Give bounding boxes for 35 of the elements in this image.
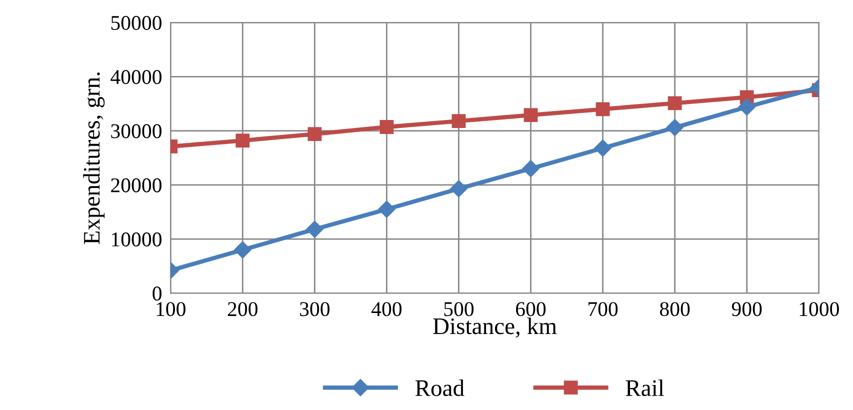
y-tick-label: 30000 [111,124,162,138]
y-tick-label: 50000 [111,16,162,30]
legend-label: Rail [626,379,664,396]
point [452,114,466,128]
x-tick-label: 1000 [800,302,839,316]
point [306,220,324,238]
legend-label: Road [415,379,464,396]
x-tick-label: 800 [660,302,690,316]
point [450,180,468,198]
point [522,160,540,178]
point [738,98,756,116]
y-tick-label: 10000 [112,232,162,246]
x-tick-label: 500 [444,302,474,316]
point [524,108,538,122]
y-tick-label: 20000 [111,178,162,192]
point [666,118,684,136]
x-tick-label: 400 [371,302,402,316]
point [378,200,396,218]
y-tick-label: 0 [152,286,162,301]
x-tick-label: 200 [228,302,258,316]
x-tick-label: 600 [516,302,546,316]
x-tick-label: 300 [300,302,330,316]
x-axis-title: Distance, km [433,318,557,338]
x-tick-label: 700 [588,302,618,316]
point [668,96,682,110]
x-tick-label: 100 [156,302,186,316]
y-tick-label: 40000 [110,70,162,84]
point [596,102,610,116]
point [380,120,394,134]
point [234,241,252,258]
point [594,140,612,157]
point [308,127,322,141]
point [236,134,250,148]
x-tick-label: 900 [732,302,762,316]
y-axis-title: Expenditures, grn. [83,72,105,244]
